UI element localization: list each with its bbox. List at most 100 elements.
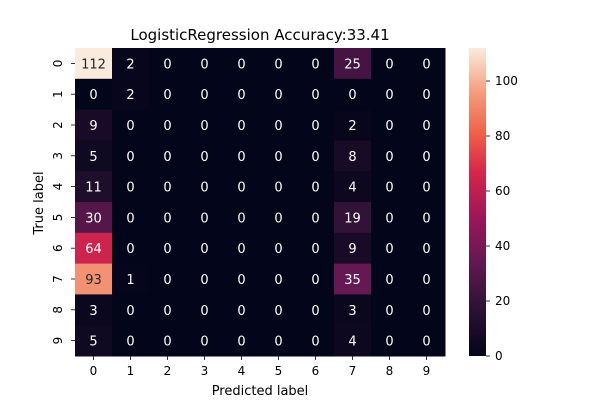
cell-value-3-7: 8 bbox=[348, 150, 356, 165]
heatmap-cell-2-6 bbox=[297, 109, 335, 141]
heatmap-cell-9-0 bbox=[75, 325, 113, 357]
cell-value-0-3: 0 bbox=[200, 57, 208, 72]
heatmap-cell-labels: 112 2 0 0 0 0 0 25 0 0 0 2 0 0 0 0 0 0 0 0 9 0 0 0 0 0 0 2 0 0 5 0 0 0 0 0 0… bbox=[81, 57, 431, 349]
heatmap-cell-5-4 bbox=[223, 202, 261, 234]
cell-value-3-5: 0 bbox=[274, 150, 282, 165]
heatmap-cell-1-5 bbox=[260, 78, 298, 111]
heatmap-cell-0-9 bbox=[408, 48, 446, 80]
heatmap-cell-7-6 bbox=[297, 263, 335, 295]
cell-value-5-6: 0 bbox=[311, 211, 319, 226]
y-tick-label-9: 9 bbox=[51, 337, 65, 345]
cell-value-9-2: 0 bbox=[163, 335, 171, 350]
heatmap-cell-3-5 bbox=[260, 140, 298, 172]
cell-value-6-3: 0 bbox=[200, 242, 208, 257]
x-tick-label-1: 1 bbox=[127, 364, 135, 378]
cell-value-1-0: 0 bbox=[89, 88, 97, 103]
heatmap-cell-0-7 bbox=[334, 48, 372, 80]
heatmap-cell-8-0 bbox=[75, 294, 113, 326]
colorbar-tick-label-0: 0 bbox=[495, 349, 503, 363]
y-tick-label-1: 1 bbox=[51, 90, 65, 98]
x-tick-label-3: 3 bbox=[201, 364, 209, 378]
cell-value-5-5: 0 bbox=[274, 211, 282, 226]
heatmap-cell-0-8 bbox=[371, 48, 409, 80]
heatmap-cell-9-3 bbox=[186, 325, 224, 357]
heatmap-cells bbox=[75, 48, 446, 357]
heatmap-cell-8-3 bbox=[186, 294, 224, 326]
cell-value-3-1: 0 bbox=[126, 150, 134, 165]
heatmap-cell-8-2 bbox=[149, 294, 187, 326]
heatmap-cell-8-9 bbox=[408, 294, 446, 326]
heatmap-cell-1-4 bbox=[223, 78, 261, 111]
heatmap-cell-6-8 bbox=[371, 232, 409, 265]
heatmap-cell-6-9 bbox=[408, 232, 446, 265]
heatmap-cell-5-7 bbox=[334, 202, 372, 234]
cell-value-2-4: 0 bbox=[237, 119, 245, 134]
cell-value-7-1: 1 bbox=[126, 273, 134, 288]
colorbar-tick-label-60: 60 bbox=[495, 184, 510, 198]
colorbar-ticks: 0 20 40 60 80 100 bbox=[486, 74, 518, 363]
heatmap-cell-1-6 bbox=[297, 78, 335, 111]
cell-value-2-0: 9 bbox=[89, 119, 97, 134]
heatmap-cell-5-8 bbox=[371, 202, 409, 234]
cell-value-0-8: 0 bbox=[385, 57, 393, 72]
heatmap-cell-8-7 bbox=[334, 294, 372, 326]
heatmap-cell-0-0 bbox=[75, 48, 113, 80]
heatmap-cell-3-0 bbox=[75, 140, 113, 172]
heatmap-cell-6-1 bbox=[112, 232, 150, 265]
cell-value-6-7: 9 bbox=[348, 242, 356, 257]
heatmap-cell-8-6 bbox=[297, 294, 335, 326]
y-tick-label-7: 7 bbox=[51, 275, 65, 283]
cell-value-3-0: 5 bbox=[89, 150, 97, 165]
cell-value-0-1: 2 bbox=[126, 57, 134, 72]
cell-value-7-0: 93 bbox=[85, 273, 102, 288]
y-tick-label-4: 4 bbox=[51, 183, 65, 191]
heatmap-cell-7-1 bbox=[112, 263, 150, 295]
cell-value-6-2: 0 bbox=[163, 242, 171, 257]
cell-value-4-3: 0 bbox=[200, 181, 208, 196]
cell-value-7-8: 0 bbox=[385, 273, 393, 288]
cell-value-8-8: 0 bbox=[385, 304, 393, 319]
cell-value-9-0: 5 bbox=[89, 335, 97, 350]
heatmap-cell-0-6 bbox=[297, 48, 335, 80]
y-tick-label-2: 2 bbox=[51, 121, 65, 129]
cell-value-6-8: 0 bbox=[385, 242, 393, 257]
heatmap-cell-5-5 bbox=[260, 202, 298, 234]
cell-value-8-1: 0 bbox=[126, 304, 134, 319]
cell-value-7-9: 0 bbox=[422, 273, 430, 288]
cell-value-3-6: 0 bbox=[311, 150, 319, 165]
heatmap-cell-5-6 bbox=[297, 202, 335, 234]
cell-value-8-4: 0 bbox=[237, 304, 245, 319]
heatmap-cell-4-1 bbox=[112, 171, 150, 203]
cell-value-3-3: 0 bbox=[200, 150, 208, 165]
cell-value-2-8: 0 bbox=[385, 119, 393, 134]
cell-value-0-0: 112 bbox=[81, 57, 106, 72]
cell-value-9-6: 0 bbox=[311, 335, 319, 350]
heatmap-cell-4-5 bbox=[260, 171, 298, 203]
heatmap-cell-9-8 bbox=[371, 325, 409, 357]
heatmap-cell-3-7 bbox=[334, 140, 372, 172]
heatmap-cell-3-6 bbox=[297, 140, 335, 172]
x-tick-label-4: 4 bbox=[238, 364, 246, 378]
heatmap-cell-2-5 bbox=[260, 109, 298, 141]
chart-title: LogisticRegression Accuracy:33.41 bbox=[130, 26, 389, 44]
heatmap-cell-8-8 bbox=[371, 294, 409, 326]
cell-value-8-2: 0 bbox=[163, 304, 171, 319]
heatmap-cell-4-9 bbox=[408, 171, 446, 203]
cell-value-2-1: 0 bbox=[126, 119, 134, 134]
cell-value-0-5: 0 bbox=[274, 57, 282, 72]
cell-value-5-7: 19 bbox=[344, 211, 361, 226]
cell-value-9-5: 0 bbox=[274, 335, 282, 350]
heatmap-cell-6-4 bbox=[223, 232, 261, 265]
heatmap-cell-6-3 bbox=[186, 232, 224, 265]
cell-value-0-6: 0 bbox=[311, 57, 319, 72]
heatmap-cell-8-1 bbox=[112, 294, 150, 326]
cell-value-1-3: 0 bbox=[200, 88, 208, 103]
cell-value-4-4: 0 bbox=[237, 181, 245, 196]
y-axis-label: True label bbox=[32, 171, 47, 235]
heatmap-cell-8-5 bbox=[260, 294, 298, 326]
heatmap-cell-0-1 bbox=[112, 48, 150, 80]
cell-value-0-2: 0 bbox=[163, 57, 171, 72]
cell-value-2-9: 0 bbox=[422, 119, 430, 134]
